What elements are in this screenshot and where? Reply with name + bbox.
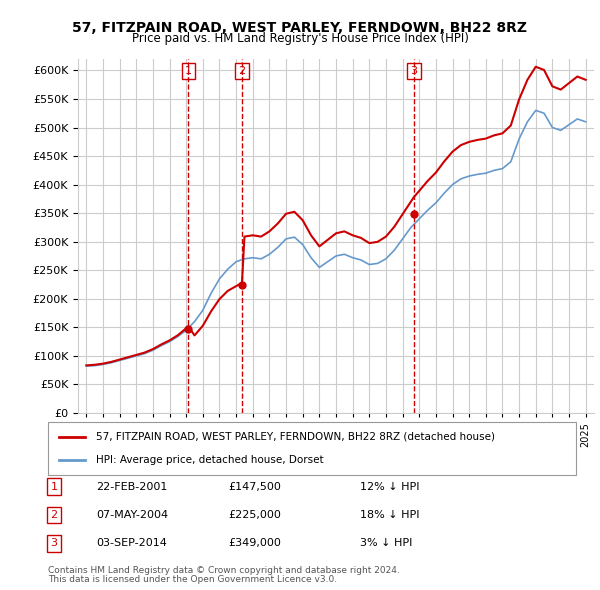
Text: 18% ↓ HPI: 18% ↓ HPI [360,510,419,520]
Text: £349,000: £349,000 [228,539,281,548]
Text: This data is licensed under the Open Government Licence v3.0.: This data is licensed under the Open Gov… [48,575,337,584]
Text: 57, FITZPAIN ROAD, WEST PARLEY, FERNDOWN, BH22 8RZ: 57, FITZPAIN ROAD, WEST PARLEY, FERNDOWN… [73,21,527,35]
Text: 3% ↓ HPI: 3% ↓ HPI [360,539,412,548]
Text: Price paid vs. HM Land Registry's House Price Index (HPI): Price paid vs. HM Land Registry's House … [131,32,469,45]
Text: 1: 1 [50,482,58,491]
Text: 2: 2 [50,510,58,520]
Text: HPI: Average price, detached house, Dorset: HPI: Average price, detached house, Dors… [95,455,323,465]
Text: 2: 2 [238,66,245,76]
Text: 03-SEP-2014: 03-SEP-2014 [96,539,167,548]
Text: 57, FITZPAIN ROAD, WEST PARLEY, FERNDOWN, BH22 8RZ (detached house): 57, FITZPAIN ROAD, WEST PARLEY, FERNDOWN… [95,432,494,442]
Text: 1: 1 [185,66,192,76]
Text: Contains HM Land Registry data © Crown copyright and database right 2024.: Contains HM Land Registry data © Crown c… [48,566,400,575]
FancyBboxPatch shape [48,422,576,475]
Text: £147,500: £147,500 [228,482,281,491]
Text: 07-MAY-2004: 07-MAY-2004 [96,510,168,520]
Text: 3: 3 [50,539,58,548]
Text: 3: 3 [410,66,417,76]
Text: 12% ↓ HPI: 12% ↓ HPI [360,482,419,491]
Text: 22-FEB-2001: 22-FEB-2001 [96,482,167,491]
Text: £225,000: £225,000 [228,510,281,520]
